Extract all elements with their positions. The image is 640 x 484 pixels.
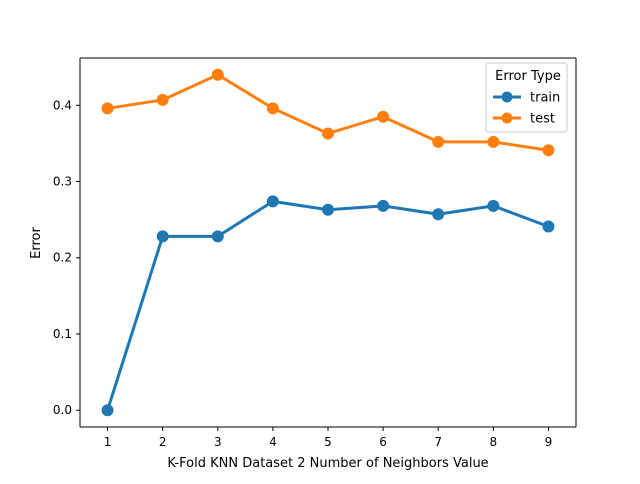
data-point-train-9	[542, 220, 555, 233]
data-point-test-4	[266, 102, 279, 115]
data-point-test-1	[101, 102, 114, 115]
legend-swatch-marker	[501, 112, 513, 124]
data-point-test-3	[211, 68, 224, 81]
x-tick-label: 9	[545, 435, 553, 449]
series-test	[101, 68, 555, 157]
legend-entries: train test	[493, 91, 560, 127]
data-point-train-7	[432, 208, 445, 221]
data-point-train-4	[266, 195, 279, 208]
axes-layer: 1 2 3 4 5 6 7 8 9 0.0 0.1 0.2 0.3 0.4	[53, 57, 577, 449]
y-tick-label: 0.2	[53, 251, 72, 265]
data-point-train-3	[211, 230, 224, 243]
y-tick-label: 0.0	[53, 403, 72, 417]
legend: Error Type train test	[485, 62, 568, 133]
x-tick-label: 1	[104, 435, 112, 449]
data-point-test-7	[432, 135, 445, 148]
y-tick-label: 0.3	[53, 175, 72, 189]
data-point-test-5	[322, 127, 334, 140]
data-point-train-5	[322, 203, 334, 216]
x-tick-label: 4	[269, 435, 277, 449]
x-tick-label: 8	[490, 435, 498, 449]
legend-entry-train: train	[493, 91, 560, 106]
data-point-test-2	[156, 93, 169, 106]
data-point-train-6	[377, 199, 390, 212]
data-point-train-1	[101, 404, 114, 417]
x-tick-label: 6	[379, 435, 387, 449]
legend-label-test: test	[530, 112, 555, 127]
data-point-test-9	[542, 144, 555, 157]
series-train	[101, 195, 555, 417]
x-tick-label: 7	[434, 435, 442, 449]
legend-entry-test: test	[493, 112, 555, 127]
x-axis-label: K-Fold KNN Dataset 2 Number of Neighbors…	[167, 456, 488, 471]
data-point-train-8	[487, 199, 500, 212]
x-tick-label: 5	[324, 435, 332, 449]
legend-swatch-marker	[501, 91, 513, 103]
x-tick-label: 3	[214, 435, 222, 449]
data-point-train-2	[156, 230, 169, 243]
data-point-test-8	[487, 135, 500, 148]
y-tick-label: 0.1	[53, 327, 72, 341]
series-layer	[101, 68, 555, 417]
y-tick-label: 0.4	[53, 98, 72, 112]
data-point-test-6	[377, 110, 390, 123]
y-axis-label: Error	[29, 227, 44, 259]
legend-title: Error Type	[495, 69, 561, 84]
x-tick-label: 2	[159, 435, 167, 449]
legend-label-train: train	[530, 91, 560, 106]
